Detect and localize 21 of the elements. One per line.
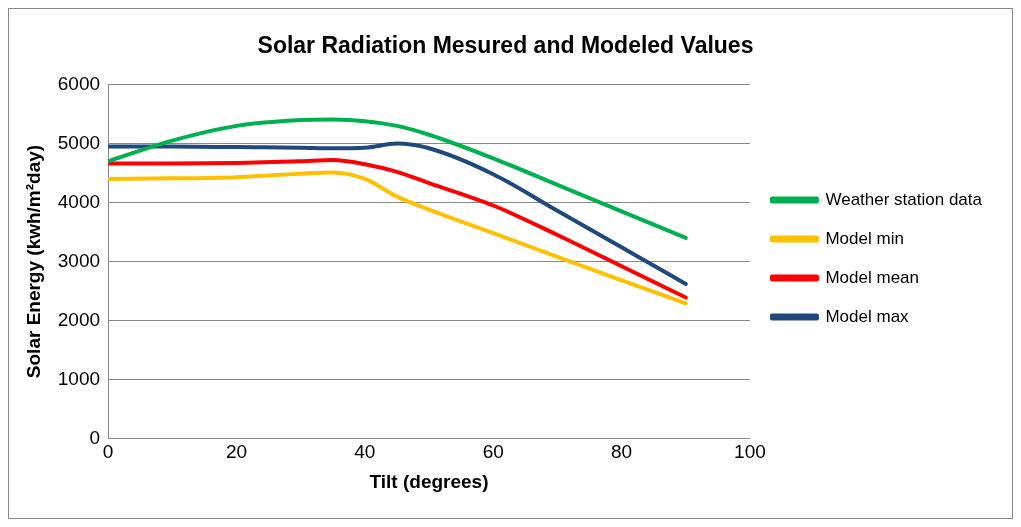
x-tick-label: 20 [225, 441, 248, 463]
line-series [108, 141, 688, 286]
y-tick-label: 4000 [57, 190, 101, 212]
y-tick-label: 1000 [57, 367, 101, 389]
y-tick-label: 0 [89, 426, 101, 448]
legend-label: Weather station data [825, 189, 983, 209]
x-tick-label: 40 [354, 441, 376, 463]
legend-label: Model max [825, 306, 910, 326]
x-tick-label: 100 [734, 441, 766, 463]
y-tick-label: 3000 [57, 249, 101, 271]
legend-label: Model min [825, 228, 904, 248]
y-axis-title: Solar Energy (kwh/m²day) [22, 144, 44, 379]
x-tick-label: 80 [610, 441, 633, 463]
line-series [108, 117, 688, 240]
y-tick-label: 6000 [57, 72, 101, 94]
x-tick-label: 60 [482, 441, 504, 463]
legend-label: Model mean [825, 267, 919, 287]
chart-title: Solar Radiation Mesured and Modeled Values [257, 32, 754, 59]
y-tick-label: 2000 [57, 308, 101, 330]
y-tick-label: 5000 [57, 131, 101, 153]
x-axis-title: Tilt (degrees) [369, 470, 489, 492]
